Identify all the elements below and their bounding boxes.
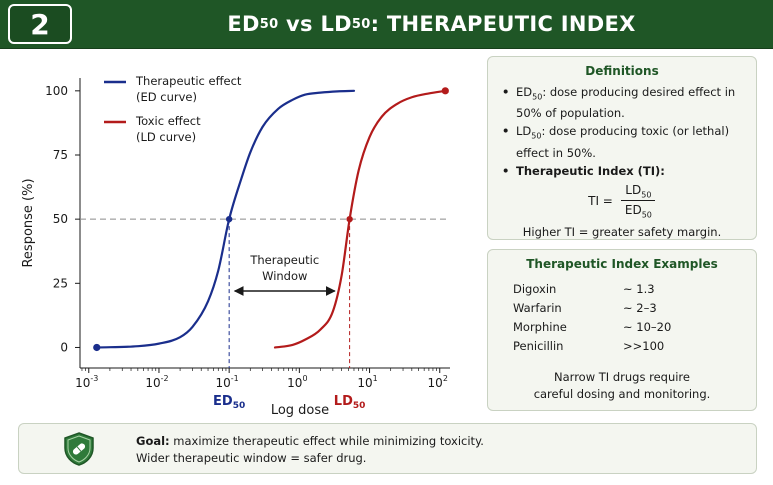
therapeutic-window-label: Window — [262, 269, 307, 283]
definitions-title: Definitions — [585, 64, 659, 78]
formula-lhs: TI = — [588, 193, 613, 208]
y-tick-label: 100 — [45, 84, 68, 98]
x-tick-label: 10-2 — [145, 374, 168, 390]
page-title: ED 50 vs LD 50: THERAPEUTIC INDEX — [90, 0, 773, 48]
x-axis-title: Log dose — [271, 403, 329, 418]
drug-ti-value: ~ 2–3 — [623, 300, 657, 315]
note-line-1: Narrow TI drugs require — [554, 370, 690, 384]
x-tick-label: 102 — [428, 374, 448, 390]
ld50-abbr: LD — [516, 124, 532, 139]
y-tick-label: 25 — [53, 276, 68, 290]
drug-name: Penicillin — [513, 338, 564, 353]
title-rest: : THERAPEUTIC INDEX — [370, 12, 636, 36]
title-ld-sub: 50 — [351, 16, 371, 32]
drug-ti-value: >>100 — [623, 338, 665, 353]
note-line-2: careful dosing and monitoring. — [533, 387, 711, 401]
title-vs: vs — [278, 12, 321, 36]
ti-example-row: Digoxin ~ 1.3 — [488, 279, 756, 298]
therapeutic-window-label: Therapeutic — [249, 253, 319, 267]
ld50-axis-label: LD50 — [334, 394, 366, 411]
goal-sentence: maximize therapeutic effect while minimi… — [169, 434, 484, 448]
ti-example-row: Warfarin ~ 2–3 — [488, 298, 756, 317]
dose-response-chart: 0 25 50 75 100 10-3 10-2 10-1 100 101 102 Log dose R… — [21, 74, 450, 418]
ed50-text: : dose producing desired effect in 50% o… — [516, 85, 736, 121]
goal-panel: Goal: maximize therapeutic effect while … — [18, 423, 757, 474]
legend-label: Therapeutic effect — [135, 74, 242, 88]
ld50-abbr-sub: 50 — [531, 131, 542, 141]
x-tick-label: 100 — [287, 374, 307, 390]
drug-ti-value: ~ 1.3 — [623, 281, 655, 296]
ld50-text: : dose producing toxic (or lethal) effec… — [516, 124, 730, 160]
title-ed: ED — [227, 12, 260, 36]
title-ed-sub: 50 — [259, 16, 279, 32]
formula-denominator: ED50 — [621, 201, 656, 219]
ti-formula: TI = LD50 ED50 — [488, 182, 756, 219]
y-axis-title: Response (%) — [21, 178, 36, 267]
ti-example-row: Penicillin >>100 — [488, 336, 756, 355]
legend-label: Toxic effect — [135, 114, 201, 128]
ti-definition: Therapeutic Index (TI): — [500, 163, 756, 179]
ti-examples-note: Narrow TI drugs require careful dosing a… — [488, 369, 756, 403]
y-tick-label: 50 — [53, 212, 68, 226]
x-tick-label: 10-1 — [216, 374, 239, 390]
shield-pill-icon — [64, 432, 94, 466]
formula-den-text: ED — [624, 202, 642, 217]
ld50-point — [346, 215, 353, 223]
formula-den-sub: 50 — [641, 210, 652, 220]
drug-ti-value: ~ 10–20 — [623, 319, 672, 334]
ed50-point — [225, 215, 233, 223]
legend-label: (LD curve) — [136, 130, 196, 144]
definitions-panel: Definitions ED50: dose producing desired… — [487, 56, 757, 240]
ld-curve — [273, 89, 447, 349]
header-bar: 2 ED 50 vs LD 50: THERAPEUTIC INDEX — [0, 0, 773, 49]
goal-text: Goal: maximize therapeutic effect while … — [136, 433, 484, 467]
ed-curve-start-point — [93, 343, 101, 352]
ed-curve — [95, 89, 356, 349]
ti-examples-title: Therapeutic Index Examples — [526, 257, 718, 271]
section-number-badge: 2 — [8, 4, 72, 44]
ti-examples-panel: Therapeutic Index Examples Digoxin ~ 1.3… — [487, 249, 757, 411]
goal-line-2: Wider therapeutic window = safer drug. — [136, 451, 367, 465]
formula-num-sub: 50 — [641, 189, 652, 199]
ld-curve-end-point — [441, 87, 449, 95]
formula-fraction: LD50 ED50 — [621, 182, 656, 219]
goal-label: Goal: — [136, 434, 170, 448]
y-tick-label: 0 — [60, 340, 68, 354]
legend-label: (ED curve) — [136, 90, 197, 104]
ed50-abbr: ED — [516, 85, 533, 99]
ti-note: Higher TI = greater safety margin. — [522, 225, 722, 240]
ed50-definition: ED50: dose producing desired effect in 5… — [500, 84, 756, 121]
drug-name: Digoxin — [513, 281, 557, 296]
y-tick-label: 75 — [53, 148, 68, 162]
section-number: 2 — [30, 7, 50, 41]
ed50-axis-label: ED50 — [213, 394, 245, 411]
ti-label: Therapeutic Index (TI): — [516, 163, 665, 178]
goal-line-1: Goal: maximize therapeutic effect while … — [136, 433, 484, 450]
drug-name: Warfarin — [513, 300, 562, 315]
ed50-abbr-sub: 50 — [532, 92, 543, 102]
formula-num-text: LD — [625, 182, 642, 197]
ld50-definition: LD50: dose producing toxic (or lethal) e… — [500, 123, 756, 160]
drug-name: Morphine — [513, 319, 567, 334]
formula-numerator: LD50 — [621, 182, 656, 201]
ti-example-row: Morphine ~ 10–20 — [488, 317, 756, 336]
x-tick-label: 101 — [357, 374, 377, 390]
title-ld: LD — [320, 12, 352, 36]
x-tick-label: 10-3 — [75, 374, 98, 390]
